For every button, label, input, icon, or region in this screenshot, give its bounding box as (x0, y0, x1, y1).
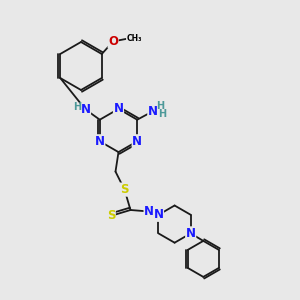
Text: S: S (120, 183, 129, 196)
Text: N: N (186, 227, 196, 240)
Text: N: N (154, 208, 164, 221)
Text: H: H (156, 101, 164, 111)
Text: H: H (73, 102, 81, 112)
Text: N: N (144, 205, 154, 218)
Text: S: S (107, 209, 115, 222)
Text: N: N (80, 103, 91, 116)
Text: CH₃: CH₃ (126, 34, 142, 43)
Text: N: N (148, 105, 158, 118)
Text: N: N (113, 102, 124, 116)
Text: N: N (132, 135, 142, 148)
Text: N: N (95, 135, 105, 148)
Text: H: H (158, 109, 166, 119)
Text: O: O (108, 35, 118, 48)
